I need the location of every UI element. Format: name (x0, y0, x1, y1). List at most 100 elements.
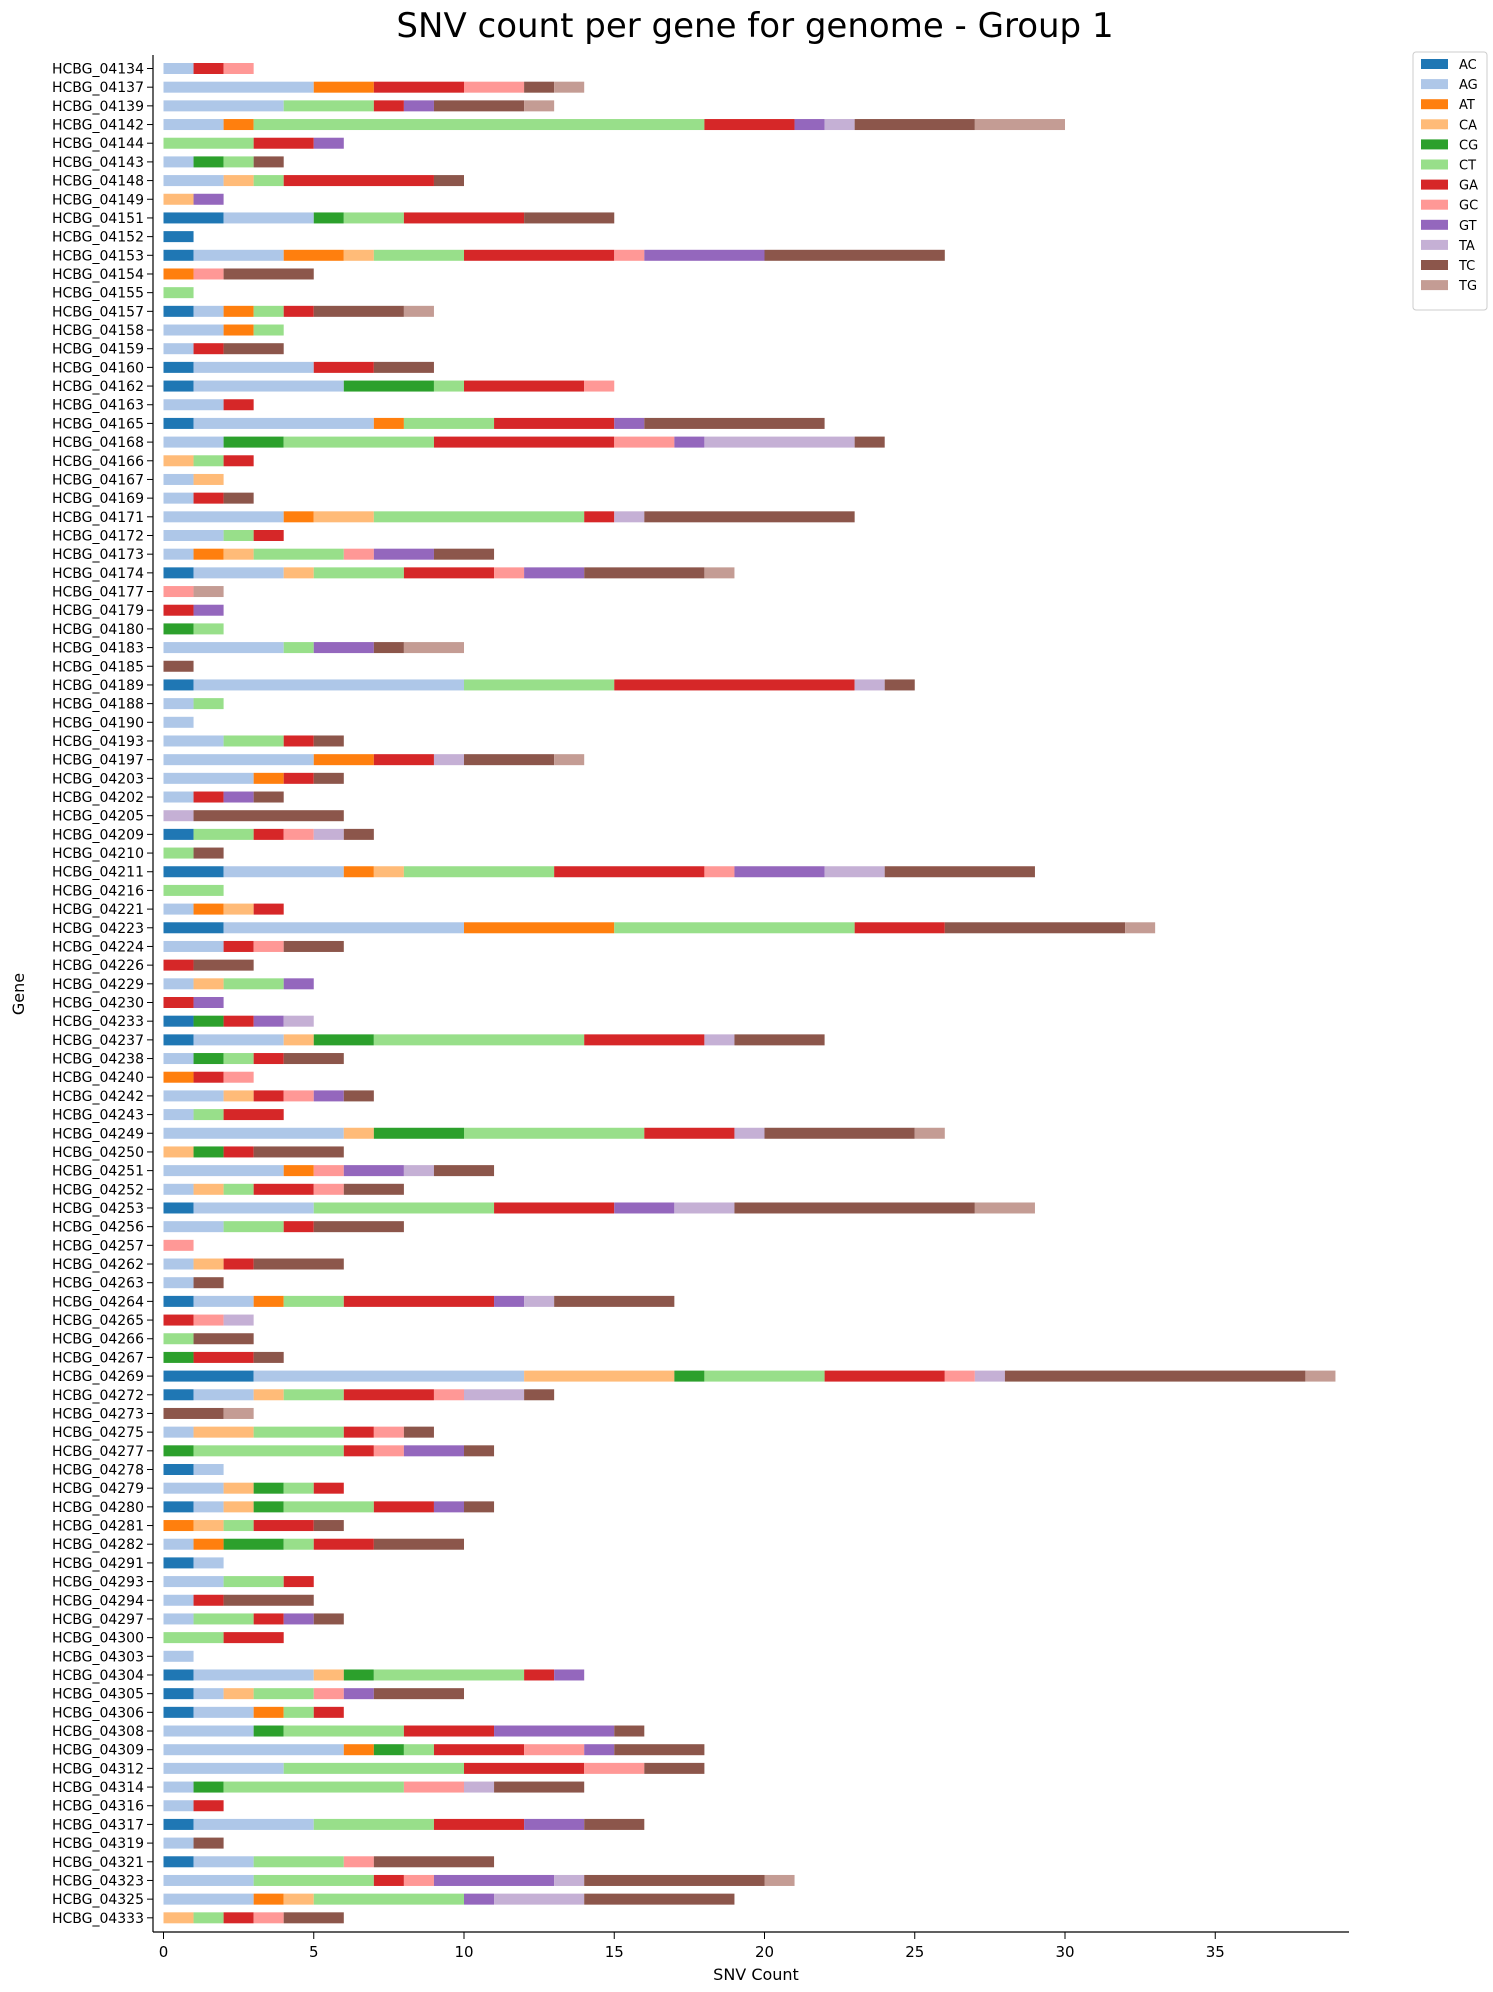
bar-segment-ag (163, 119, 224, 131)
bar-segment-ga (193, 1594, 224, 1606)
bar-segment-ga (283, 175, 434, 187)
bar-segment-at (163, 1520, 194, 1532)
gene-bar-stack (163, 156, 284, 168)
bar-segment-ag (163, 735, 224, 747)
bar-segment-at (163, 268, 194, 280)
gene-bar-stack (163, 1389, 555, 1401)
bar-segment-tc (584, 1818, 645, 1830)
gene-label: HCBG_04223 (52, 921, 144, 937)
bar-segment-ag (163, 1183, 194, 1195)
bar-segment-tc (373, 642, 404, 654)
gene-label: HCBG_04157 (52, 304, 144, 320)
bar-segment-tc (614, 1725, 645, 1737)
gene-bar-stack (163, 1576, 314, 1588)
bar-segment-tc (253, 1258, 344, 1270)
chart-title: SNV count per gene for genome - Group 1 (396, 6, 1113, 46)
bar-segment-ct (193, 698, 224, 710)
gene-bar-stack (163, 193, 224, 205)
bar-segment-ag (193, 679, 465, 691)
bar-segment-at (373, 417, 404, 429)
bar-segment-gc (704, 866, 735, 878)
bar-segment-gt (614, 417, 645, 429)
gene-label: HCBG_04262 (52, 1257, 144, 1273)
gene-bar-stack (163, 1800, 224, 1812)
gene-bar-stack (163, 735, 344, 747)
gene-bar-stack (163, 1520, 344, 1532)
gene-label: HCBG_04282 (52, 1537, 144, 1553)
bar-segment-tg (1305, 1370, 1336, 1382)
bar-segment-ag (163, 492, 194, 504)
bar-segment-ct (283, 1706, 314, 1718)
gene-label: HCBG_04300 (52, 1631, 144, 1647)
bar-segment-tc (343, 828, 374, 840)
bar-segment-ag (163, 791, 194, 803)
gene-label: HCBG_04205 (52, 809, 144, 825)
gene-label: HCBG_04197 (52, 753, 144, 769)
bar-segment-ga (253, 1613, 284, 1625)
gene-label: HCBG_04308 (52, 1724, 144, 1740)
bar-segment-ac (163, 1370, 254, 1382)
gene-bar-stack (163, 1725, 645, 1737)
bar-segment-tc (433, 548, 495, 560)
bar-segment-tc (464, 1501, 495, 1513)
y-axis-title: Gene (9, 973, 28, 1015)
bar-segment-ag (163, 1426, 194, 1438)
bar-segment-ga (403, 567, 495, 579)
gene-label: HCBG_04314 (52, 1780, 144, 1796)
bar-segment-at (343, 866, 374, 878)
bar-segment-tc (193, 847, 224, 859)
bar-segment-ga (644, 1127, 735, 1139)
gene-label: HCBG_04153 (52, 248, 144, 264)
bar-segment-tc (433, 100, 525, 112)
bar-segment-gc (313, 1688, 344, 1700)
bar-segment-cg (253, 1482, 284, 1494)
bar-segment-gc (163, 1239, 194, 1251)
gene-label: HCBG_04280 (52, 1500, 144, 1516)
bar-segment-ga (193, 791, 224, 803)
bar-segment-gc (193, 1314, 224, 1326)
bar-segment-tc (433, 1165, 495, 1177)
bar-segment-gt (524, 1818, 585, 1830)
gene-bar-stack (163, 604, 224, 616)
bar-segment-ac (163, 1856, 194, 1868)
gene-label: HCBG_04216 (52, 883, 144, 899)
gene-label: HCBG_04165 (52, 416, 144, 432)
bar-segment-cg (674, 1370, 705, 1382)
bar-segment-gt (644, 249, 765, 261)
bar-segment-tg (1125, 922, 1156, 934)
gene-label: HCBG_04305 (52, 1687, 144, 1703)
gene-bar-stack (163, 436, 885, 448)
bar-segment-tc (193, 1277, 224, 1289)
gene-bar-stack (163, 1445, 495, 1457)
bar-segment-ga (223, 1015, 254, 1027)
bar-segment-ct (253, 548, 344, 560)
gene-label: HCBG_04240 (52, 1070, 144, 1086)
bar-segment-tg (524, 100, 555, 112)
bar-segment-ac (163, 249, 194, 261)
bar-segment-gt (794, 119, 825, 131)
bar-segment-gc (944, 1370, 975, 1382)
bar-segment-ct (704, 1370, 825, 1382)
bar-segment-tg (403, 642, 464, 654)
bar-segment-ga (223, 1146, 254, 1158)
gene-label: HCBG_04273 (52, 1406, 144, 1422)
gene-bar-stack (163, 1015, 314, 1027)
gene-label: HCBG_04321 (52, 1855, 144, 1871)
bar-segment-cg (373, 1127, 464, 1139)
bar-segment-ga (253, 137, 314, 149)
bar-segment-ta (554, 1874, 585, 1886)
gene-bar-stack (163, 1632, 284, 1644)
bar-segment-tc (644, 417, 825, 429)
bar-segment-ag (163, 399, 224, 411)
bar-segment-ac (163, 231, 194, 243)
bar-segment-ga (193, 1071, 224, 1083)
bar-segment-ga (373, 1874, 404, 1886)
bar-segment-ga (464, 380, 585, 392)
bar-segment-ag (163, 1800, 194, 1812)
bar-segment-ga (163, 1314, 194, 1326)
bar-segment-tc (253, 791, 284, 803)
bar-segment-ga (193, 1351, 254, 1363)
gene-bar-stack (163, 1351, 284, 1363)
gene-label: HCBG_04173 (52, 547, 144, 563)
